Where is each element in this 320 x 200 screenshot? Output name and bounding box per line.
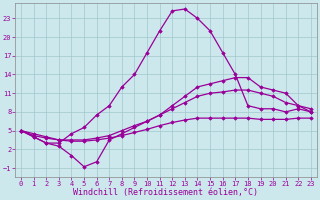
X-axis label: Windchill (Refroidissement éolien,°C): Windchill (Refroidissement éolien,°C) xyxy=(74,188,259,197)
